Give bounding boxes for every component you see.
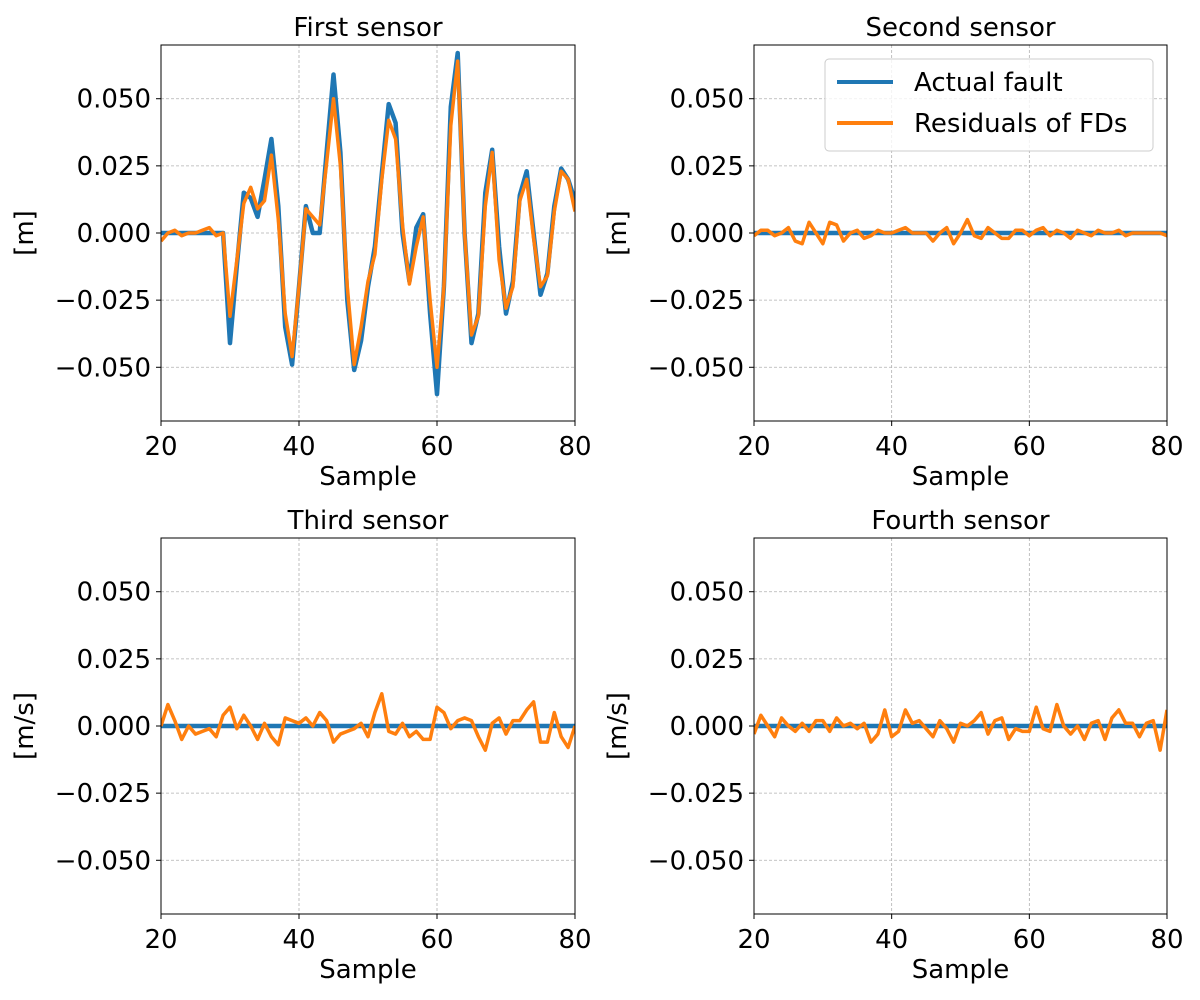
subplot-title: Second sensor	[865, 13, 1055, 43]
legend-entry: Actual fault	[914, 68, 1063, 98]
y-tick-label: 0.050	[670, 85, 744, 115]
y-axis-label: [m/s]	[10, 692, 40, 760]
y-tick-label: 0.050	[77, 85, 151, 115]
x-tick-label: 20	[144, 432, 177, 462]
x-axis-label: Sample	[912, 955, 1010, 985]
y-tick-label: −0.025	[648, 286, 744, 316]
x-tick-label: 80	[1150, 432, 1183, 462]
y-tick-label: 0.025	[77, 152, 151, 182]
y-axis-label: [m/s]	[603, 692, 633, 760]
x-tick-label: 40	[875, 925, 908, 955]
x-tick-label: 40	[875, 432, 908, 462]
legend-entry: Residuals of FDs	[914, 109, 1127, 139]
x-tick-label: 20	[144, 925, 177, 955]
x-axis-label: Sample	[319, 955, 417, 985]
x-tick-label: 80	[558, 925, 591, 955]
x-tick-label: 60	[420, 432, 453, 462]
x-tick-label: 40	[282, 925, 315, 955]
x-tick-label: 60	[1013, 432, 1046, 462]
series-line-residuals	[161, 692, 575, 752]
series-line-residuals	[754, 217, 1167, 246]
y-tick-label: −0.050	[648, 846, 744, 876]
y-tick-label: −0.050	[55, 353, 151, 383]
series-line-residuals	[161, 59, 575, 370]
y-tick-label: 0.000	[670, 712, 744, 742]
x-tick-label: 60	[420, 925, 453, 955]
y-tick-label: 0.050	[77, 578, 151, 608]
x-tick-label: 80	[1150, 925, 1183, 955]
x-tick-label: 60	[1013, 925, 1046, 955]
y-tick-label: −0.050	[648, 353, 744, 383]
y-tick-label: 0.025	[670, 645, 744, 675]
series-line-residuals	[754, 702, 1167, 752]
subplot-1: 20 40 60 80 −0.050 −0.025 0.000 0.025 0.050 First…	[10, 13, 592, 492]
subplot-4: 20 40 60 80 −0.050 −0.025 0.000 0.025 0.050 Fourt…	[603, 506, 1184, 985]
y-tick-label: 0.050	[670, 578, 744, 608]
y-tick-label: −0.025	[648, 779, 744, 809]
subplot-title: Third sensor	[287, 506, 449, 536]
subplot-3: 20 40 60 80 −0.050 −0.025 0.000 0.025 0.050 Third…	[10, 506, 592, 985]
x-axis-label: Sample	[319, 462, 417, 492]
legend-box	[824, 58, 1154, 152]
y-tick-label: 0.000	[77, 712, 151, 742]
subplot-title: First sensor	[293, 13, 442, 43]
y-tick-label: −0.025	[55, 779, 151, 809]
x-tick-label: 40	[282, 432, 315, 462]
y-tick-label: 0.000	[77, 219, 151, 249]
y-tick-label: 0.000	[670, 219, 744, 249]
x-axis-label: Sample	[912, 462, 1010, 492]
subplot-title: Fourth sensor	[871, 506, 1050, 536]
y-axis-label: [m]	[603, 210, 633, 256]
y-tick-label: −0.025	[55, 286, 151, 316]
legend: Actual fault Residuals of FDs	[824, 58, 1154, 152]
y-tick-label: 0.025	[77, 645, 151, 675]
y-axis-label: [m]	[10, 210, 40, 256]
x-tick-label: 20	[737, 432, 770, 462]
subplot-2: 20 40 60 80 −0.050 −0.025 0.000 0.025 0.050 Secon…	[603, 13, 1184, 492]
x-tick-label: 80	[558, 432, 591, 462]
y-tick-label: 0.025	[670, 152, 744, 182]
x-tick-label: 20	[737, 925, 770, 955]
y-tick-label: −0.050	[55, 846, 151, 876]
